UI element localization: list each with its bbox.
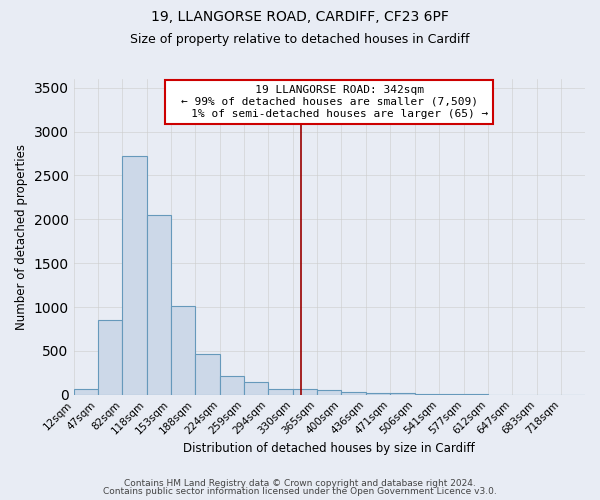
Bar [220, 376, 244, 394]
Bar [268, 388, 293, 394]
Bar [341, 392, 366, 394]
Bar [391, 393, 415, 394]
Text: 19, LLANGORSE ROAD, CARDIFF, CF23 6PF: 19, LLANGORSE ROAD, CARDIFF, CF23 6PF [151, 10, 449, 24]
Bar [293, 389, 317, 394]
Text: Size of property relative to detached houses in Cardiff: Size of property relative to detached ho… [130, 32, 470, 46]
Text: 19 LLANGORSE ROAD: 342sqm
← 99% of detached houses are smaller (7,509)
   1% of : 19 LLANGORSE ROAD: 342sqm ← 99% of detac… [170, 86, 488, 118]
Bar [244, 382, 268, 394]
Text: Contains public sector information licensed under the Open Government Licence v3: Contains public sector information licen… [103, 487, 497, 496]
Bar [98, 320, 122, 394]
X-axis label: Distribution of detached houses by size in Cardiff: Distribution of detached houses by size … [184, 442, 475, 455]
Bar [74, 389, 98, 394]
Bar [317, 390, 341, 394]
Bar [122, 156, 147, 394]
Bar [147, 215, 171, 394]
Text: Contains HM Land Registry data © Crown copyright and database right 2024.: Contains HM Land Registry data © Crown c… [124, 478, 476, 488]
Bar [171, 306, 195, 394]
Bar [366, 393, 391, 394]
Bar [195, 354, 220, 395]
Y-axis label: Number of detached properties: Number of detached properties [15, 144, 28, 330]
